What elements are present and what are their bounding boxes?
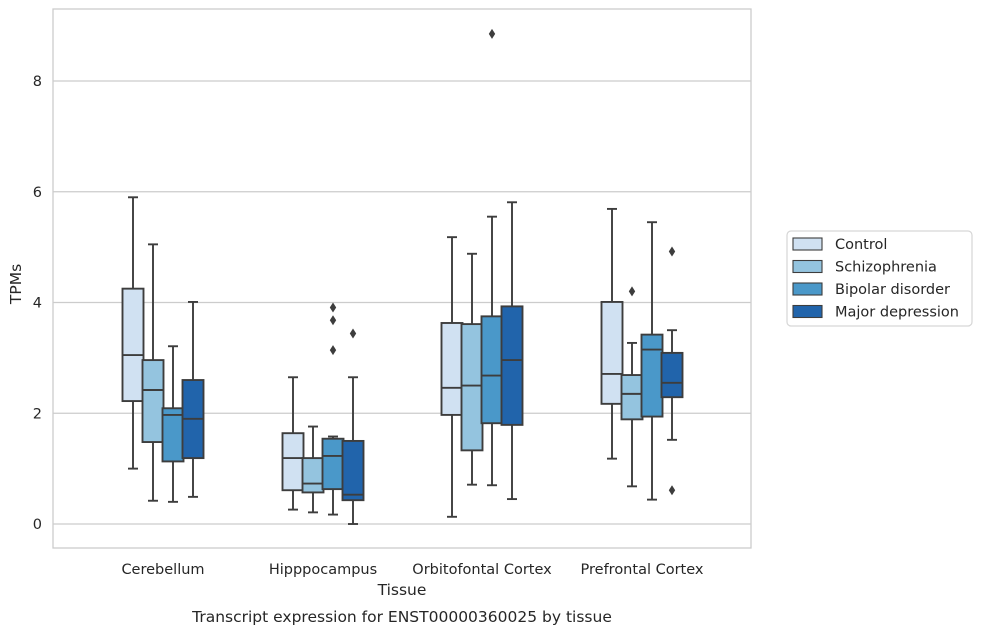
outlier-point <box>329 345 337 356</box>
x-tick-label: Prefrontal Cortex <box>581 562 704 578</box>
outlier-point <box>668 246 676 257</box>
box-iqr <box>281 432 305 492</box>
y-tick-label: 0 <box>33 517 42 533</box>
outlier-point <box>349 328 357 339</box>
box-iqr <box>500 305 524 426</box>
box-iqr <box>141 359 165 443</box>
y-tick-label: 6 <box>33 185 42 201</box>
x-tick-label: Cerebellum <box>121 562 204 578</box>
x-tick-labels: Cerebellum Hipppocampus Orbitofontal Corte… <box>121 562 703 578</box>
box-control <box>600 207 624 460</box>
legend-label: Bipolar disorder <box>835 282 950 298</box>
legend-swatch <box>792 259 823 274</box>
box-control <box>121 196 145 470</box>
box-bipolar-disorder <box>640 221 664 501</box>
x-axis-label: Tissue <box>377 581 427 599</box>
box-schizophrenia <box>141 243 165 502</box>
box-iqr <box>460 323 484 452</box>
box-iqr <box>161 407 185 463</box>
box-control <box>281 376 305 511</box>
legend-swatch <box>792 282 823 296</box>
box-schizophrenia <box>620 286 644 488</box>
box-schizophrenia <box>301 425 325 514</box>
outlier-point <box>329 302 337 313</box>
box-major-depression <box>341 328 365 525</box>
outlier-point <box>329 315 337 326</box>
box-bipolar-disorder <box>161 345 185 503</box>
x-tick-label: Orbitofontal Cortex <box>412 562 552 578</box>
legend-swatch <box>792 304 823 319</box>
y-tick-label: 8 <box>33 74 42 90</box>
box-bipolar-disorder <box>480 28 504 487</box>
box-iqr <box>660 351 684 399</box>
outlier-point <box>628 286 636 297</box>
y-axis-label: TPMs <box>7 264 25 305</box>
legend-frame <box>786 230 973 327</box>
box-iqr <box>301 457 325 494</box>
box-iqr <box>321 437 345 491</box>
grid-lines <box>53 80 751 525</box>
y-tick-label: 4 <box>33 296 42 312</box>
box-iqr <box>121 287 145 403</box>
outlier-point <box>668 485 676 496</box>
box-bipolar-disorder <box>321 302 345 516</box>
box-major-depression <box>500 201 524 501</box>
box-major-depression <box>660 246 684 496</box>
box-iqr <box>440 322 464 416</box>
box-control <box>440 236 464 518</box>
legend-label: Major depression <box>835 305 959 321</box>
outlier-point <box>488 28 496 39</box>
x-tick-label: Hipppocampus <box>269 562 377 578</box>
box-iqr <box>640 333 664 418</box>
legend: Control Schizophrenia Bipolar disorder Majo… <box>786 230 973 327</box>
box-iqr <box>341 439 365 502</box>
legend-label: Control <box>835 237 887 253</box>
box-iqr <box>480 315 504 425</box>
y-tick-label: 2 <box>33 406 42 422</box>
box-iqr <box>620 374 644 421</box>
box-major-depression <box>181 300 205 498</box>
legend-swatch <box>792 237 823 251</box>
box-schizophrenia <box>460 252 484 486</box>
y-tick-labels: 0 2 4 6 8 <box>33 74 42 533</box>
chart-caption: Transcript expression for ENST0000036002… <box>191 608 612 626</box>
boxes-layer <box>121 28 684 525</box>
legend-label: Schizophrenia <box>835 260 937 276</box>
plot-frame <box>52 8 752 549</box>
box-iqr <box>600 300 624 405</box>
